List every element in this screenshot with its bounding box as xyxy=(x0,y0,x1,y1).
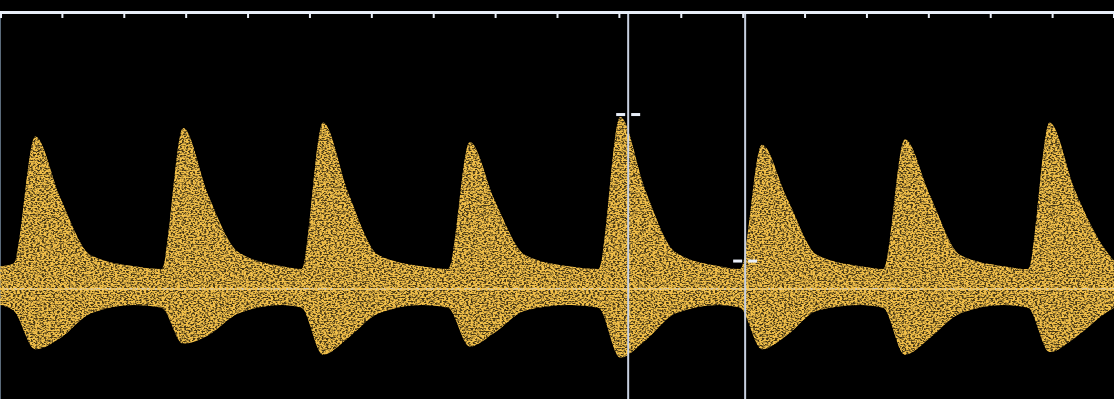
x-tick-mark xyxy=(247,12,249,18)
y-axis-line xyxy=(1,13,1114,399)
x-tick-mark xyxy=(309,12,311,18)
x-tick-mark xyxy=(990,12,992,18)
x-axis xyxy=(1,12,1114,18)
caliper-line xyxy=(627,12,629,399)
background xyxy=(0,0,1114,399)
x-tick-mark xyxy=(866,12,868,18)
x-tick xyxy=(124,12,125,18)
x-tick xyxy=(990,12,991,18)
x-tick xyxy=(433,12,434,18)
caliper-marker xyxy=(616,113,640,116)
x-tick xyxy=(186,12,187,18)
x-tick-mark xyxy=(618,12,620,18)
x-tick-mark xyxy=(61,12,63,18)
spectral-glow xyxy=(0,117,1114,357)
x-tick xyxy=(681,12,682,18)
x-tick xyxy=(619,12,620,18)
x-tick-mark xyxy=(557,12,559,18)
x-axis-line xyxy=(1,13,1114,19)
caliper-line xyxy=(744,12,746,399)
caliper-tick xyxy=(733,260,742,263)
doppler-canvas xyxy=(0,0,1114,399)
y-axis xyxy=(0,13,1114,399)
x-tick-mark xyxy=(928,12,930,18)
x-tick xyxy=(495,12,496,18)
caliper-marker xyxy=(733,260,757,263)
caliper-tick xyxy=(748,260,757,263)
x-tick xyxy=(557,12,558,18)
x-tick-mark xyxy=(371,12,373,18)
x-tick xyxy=(248,12,249,18)
x-tick xyxy=(309,12,310,18)
caliper-tick xyxy=(631,113,640,116)
x-tick xyxy=(743,12,744,18)
x-tick xyxy=(1052,12,1053,18)
x-tick-mark xyxy=(1052,12,1054,18)
plot-area xyxy=(0,12,1114,399)
x-tick xyxy=(805,12,806,18)
x-tick-mark xyxy=(185,12,187,18)
x-tick-mark xyxy=(742,12,744,18)
x-tick-mark xyxy=(433,12,435,18)
spectral-waveform xyxy=(0,117,1114,357)
x-tick-mark xyxy=(680,12,682,18)
x-tick xyxy=(866,12,867,18)
x-tick xyxy=(62,12,63,18)
caliper-tick xyxy=(616,113,625,116)
x-tick-mark xyxy=(123,12,125,18)
x-tick-mark xyxy=(495,12,497,18)
x-tick-mark xyxy=(804,12,806,18)
x-tick xyxy=(371,12,372,18)
x-tick xyxy=(928,12,929,18)
